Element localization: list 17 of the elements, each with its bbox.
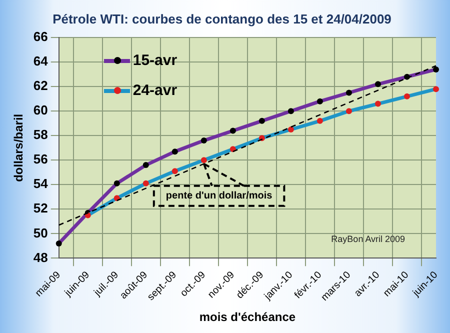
chart-title: Pétrole WTI: courbes de contango des 15 et 24/04/2009 (52, 11, 392, 26)
y-tick-label: 60 (33, 102, 48, 118)
y-tick-label: 56 (33, 152, 48, 167)
y-tick-label: 52 (33, 200, 48, 216)
annotation: pente d'un dollar/mois (166, 190, 273, 202)
legend-label: 24-avr (132, 82, 178, 100)
y-tick-label: 48 (33, 250, 48, 265)
x-axis-title: mois d'échéance (199, 310, 296, 324)
y-axis-title: dollars/baril (12, 114, 26, 182)
y-tick-label: 58 (33, 127, 48, 142)
legend-label: 15-avr (132, 52, 178, 70)
y-tick-label: 66 (33, 29, 48, 44)
y-tick-label: 54 (33, 176, 49, 192)
y-tick-label: 62 (33, 78, 48, 94)
annotation: RayBon Avril 2009 (331, 234, 406, 244)
y-tick-label: 50 (33, 225, 48, 240)
y-tick-label: 64 (33, 54, 49, 69)
